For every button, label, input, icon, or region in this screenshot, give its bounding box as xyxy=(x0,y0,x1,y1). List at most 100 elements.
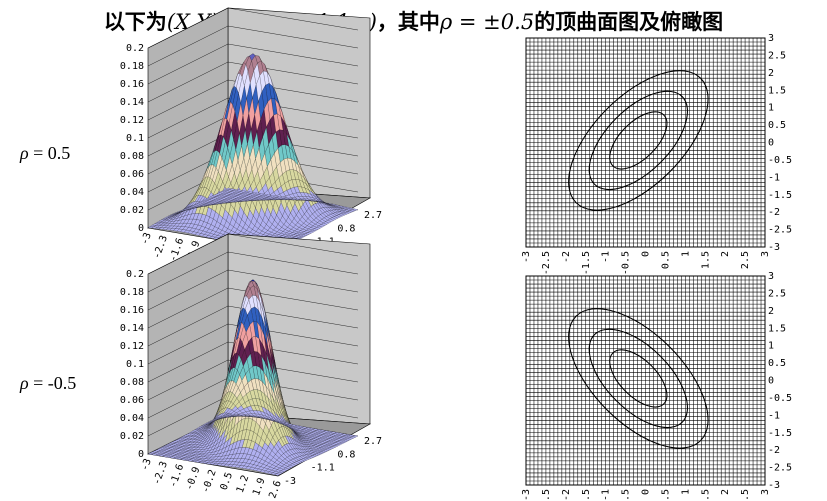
z-tick-label: 0.16 xyxy=(120,305,144,316)
x-tick-label: -3 xyxy=(521,251,532,263)
rho-symbol: ρ xyxy=(20,373,29,393)
z-gridline xyxy=(147,287,359,329)
x-tick-label: -3 xyxy=(521,489,532,501)
y-tick-label: 0 xyxy=(768,138,774,149)
x-tick-label: -1 xyxy=(601,489,612,501)
x-tick-label: 2.5 xyxy=(740,251,751,269)
x-tick-label: 1.5 xyxy=(700,489,711,501)
z-tick-label: 0 xyxy=(138,449,144,460)
contour-line xyxy=(588,90,688,191)
y-tick-label: 2.7 xyxy=(364,436,382,447)
x-tick-label: -0.2 xyxy=(200,468,219,494)
z-gridline xyxy=(147,305,359,347)
title-suffix: 的顶曲面图及俯瞰图 xyxy=(534,9,724,34)
x-tick-label: -2.5 xyxy=(541,251,552,275)
y-tick-label: -3 xyxy=(768,480,780,491)
x-tick-label: -2 xyxy=(561,489,572,501)
x-tick-label: -2 xyxy=(561,251,572,263)
y-tick-label: 1.5 xyxy=(768,323,786,334)
contour-line xyxy=(609,111,668,170)
y-tick-label: -1 xyxy=(768,410,780,421)
x-tick-label: -1.5 xyxy=(581,489,592,501)
y-tick-label: -2.5 xyxy=(768,463,792,474)
contour-line xyxy=(609,349,668,408)
z-tick-label: 0.1 xyxy=(126,359,144,370)
z-gridline xyxy=(147,323,359,365)
y-tick-label: 2.5 xyxy=(768,288,786,299)
y-tick-label: -3 xyxy=(768,242,780,253)
x-tick-label: -2.3 xyxy=(151,460,170,486)
x-tick-label: -3 xyxy=(139,231,153,246)
x-tick-label: -1.6 xyxy=(168,463,187,489)
surface-plot-rho-positive: 0.2 0.18 0.16 0.14 0.12 0.1 0.08 0.06 0.04 0.02 0-… xyxy=(120,7,382,274)
y-tick-label: -0.5 xyxy=(768,393,792,404)
z-gridline xyxy=(147,233,359,275)
z-gridline xyxy=(147,43,359,85)
title-rho-expr: ρ = ±0.5 xyxy=(439,10,535,34)
x-tick-label: -0.5 xyxy=(621,251,632,275)
x-tick-label: 1.5 xyxy=(700,251,711,269)
y-tick-label: -2.5 xyxy=(768,225,792,236)
z-tick-label: 0.06 xyxy=(120,169,144,180)
y-tick-label: -2 xyxy=(768,207,780,218)
x-tick-label: 2.5 xyxy=(740,489,751,501)
y-tick-label: 1 xyxy=(768,341,774,352)
x-tick-label: -0.9 xyxy=(184,466,203,492)
x-tick-label: -3 xyxy=(139,457,153,472)
z-gridline xyxy=(147,359,359,401)
y-tick-label: 2 xyxy=(768,306,774,317)
z-tick-label: 0.2 xyxy=(126,269,144,280)
x-tick-label: -0.5 xyxy=(621,489,632,501)
y-tick-label: 3 xyxy=(768,271,774,282)
x-tick-label: 2 xyxy=(720,251,731,257)
z-gridline xyxy=(147,341,359,383)
contour-line xyxy=(568,70,709,211)
title-middle: ，其中 xyxy=(376,9,440,34)
rho-value: = 0.5 xyxy=(28,143,71,163)
z-tick-label: 0.12 xyxy=(120,341,144,352)
y-tick-label: -1.5 xyxy=(768,190,792,201)
z-gridline xyxy=(147,7,359,49)
x-tick-label: 0.5 xyxy=(660,489,671,501)
y-tick-label: 0 xyxy=(768,376,774,387)
x-tick-label: -2.3 xyxy=(151,234,170,260)
y-tick-label: 3 xyxy=(768,33,774,44)
x-tick-label: 0 xyxy=(641,489,652,495)
surface-plot-rho-negative: 0.20.180.160.140.120.10.080.060.040.020-… xyxy=(120,233,382,500)
z-tick-label: 0.08 xyxy=(120,377,144,388)
y-tick-label: 0.5 xyxy=(768,358,786,369)
x-tick-label: 1 xyxy=(680,251,691,257)
x-tick-label: -1 xyxy=(601,251,612,263)
z-tick-label: 0 xyxy=(138,223,144,234)
x-tick-label: 0.5 xyxy=(660,251,671,269)
z-gridline xyxy=(147,97,359,139)
y-tick-label: 0.8 xyxy=(337,223,355,234)
x-tick-label: 2.6 xyxy=(267,479,284,500)
z-tick-label: 0.04 xyxy=(120,413,144,424)
z-tick-label: 0.14 xyxy=(120,323,144,334)
y-tick-label: -1 xyxy=(768,172,780,183)
x-tick-label: 1.2 xyxy=(235,474,252,495)
z-tick-label: 0.02 xyxy=(120,205,144,216)
z-tick-label: 0.02 xyxy=(120,431,144,442)
z-tick-label: 0.06 xyxy=(120,395,144,406)
z-gridline xyxy=(147,251,359,293)
contour-line xyxy=(568,308,709,449)
y-tick-label: -2 xyxy=(768,445,780,456)
z-tick-label: 0.14 xyxy=(120,97,144,108)
row-label-negative: ρ = -0.5 xyxy=(20,373,76,394)
y-tick-label: 2.5 xyxy=(768,50,786,61)
x-tick-label: -2.5 xyxy=(541,489,552,501)
contour-plot-rho-positive: 32.521.510.50-0.5-1-1.5-2-2.5-3-3 -2.5 -2-… xyxy=(521,33,792,275)
x-tick-label: -1.5 xyxy=(581,251,592,275)
y-tick-label: 2.7 xyxy=(364,210,382,221)
x-tick-label: 3 xyxy=(760,489,771,495)
z-tick-label: 0.18 xyxy=(120,61,144,72)
z-tick-label: 0.08 xyxy=(120,151,144,162)
contour-plot-rho-negative: 3 2.5 2 1.5 1 0.5 0 -0.5 -1 -1.5 -2 -2.5 -3 -3 -2.5 -2 -… xyxy=(521,271,792,501)
y-tick-label: 2 xyxy=(768,68,774,79)
z-gridline xyxy=(147,25,359,67)
rho-symbol: ρ xyxy=(20,143,29,163)
y-tick-label: -0.5 xyxy=(768,155,792,166)
